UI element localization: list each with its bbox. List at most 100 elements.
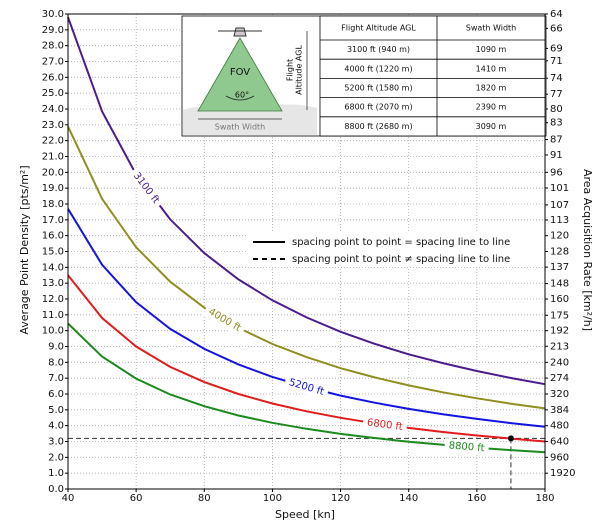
table-cell: 3090 m: [476, 122, 507, 131]
y2-tick-label: 107: [550, 200, 569, 211]
y2-tick-label: 101: [550, 183, 569, 194]
table-cell: 1090 m: [476, 45, 507, 54]
fov-triangle: [197, 37, 283, 112]
legend: spacing point to point = spacing line to…: [248, 233, 543, 267]
y-tick-label: 27.0: [42, 57, 64, 68]
y-tick-label: 19.0: [42, 183, 64, 194]
y2-tick-label: 640: [550, 437, 569, 448]
x-tick-label: 120: [331, 493, 350, 504]
y-tick-label: 23.0: [42, 120, 64, 131]
angle-label: 60°: [235, 91, 249, 100]
table-header: Swath Width: [466, 24, 517, 33]
y-tick-label: 13.0: [42, 278, 64, 289]
series-label-group: 8800 ft: [444, 438, 490, 456]
y2-tick-label: 213: [550, 341, 569, 352]
altitude-label: Altitude AGL: [295, 45, 304, 95]
y-tick-label: 14.0: [42, 262, 64, 273]
table-cell: 6800 ft (2070 m): [344, 103, 412, 112]
legend-label: spacing point to point = spacing line to…: [292, 237, 510, 248]
y-tick-label: 30.0: [42, 9, 64, 20]
axes: 0.0 1.0 2.0 3.0 4.0 5.0 6.0 7.0 8.0 9.0 10.0 11.0 12…: [42, 9, 576, 504]
y-tick-label: 10.0: [42, 326, 64, 337]
x-tick-label: 100: [263, 493, 282, 504]
y-tick-label: 6.0: [48, 389, 64, 400]
series-label-bg: [444, 438, 490, 456]
series-label: 6800 ft: [366, 417, 403, 433]
series-label-bg: [202, 302, 248, 337]
x-tick-label: 40: [62, 493, 75, 504]
y-tick-label: 4.0: [48, 421, 64, 432]
y-tick-label: 15.0: [42, 247, 64, 258]
y2-tick-label: 480: [550, 421, 569, 432]
y-tick-label: 18.0: [42, 199, 64, 210]
y2-tick-label: 87: [550, 135, 563, 146]
inset-table: Flight Altitude AGL Swath Width 3100 ft (9…: [319, 15, 546, 137]
y2-tick-label: 113: [550, 215, 569, 226]
y-tick-label: 28.0: [42, 41, 64, 52]
y2-tick-label: 320: [550, 389, 569, 400]
legend-box: [248, 233, 543, 267]
table-cell: 2390 m: [476, 103, 507, 112]
y-tick-label: 2.0: [48, 452, 64, 463]
table-frame: [319, 15, 546, 137]
y2-tick-label: 69: [550, 43, 563, 54]
y2-tick-label: 83: [550, 118, 563, 129]
inset: FOV 60° Swath Width Flight Altitude AGL …: [181, 15, 547, 137]
x-tick-label: 80: [198, 493, 211, 504]
y2-tick-label: 274: [550, 373, 569, 384]
y2-tick-label: 384: [550, 405, 569, 416]
y2-tick-label: 240: [550, 357, 569, 368]
y2-tick-label: 120: [550, 231, 569, 242]
series-line: [67, 274, 546, 443]
y-tick-label: 24.0: [42, 104, 64, 115]
table-cell: 3100 ft (940 m): [347, 45, 410, 54]
y2-tick-label: 91: [550, 150, 563, 161]
y-tick-label: 11.0: [42, 310, 64, 321]
y2-tick-label: 64: [550, 9, 563, 20]
table-cell: 4000 ft (1220 m): [344, 64, 412, 73]
series-label-bg: [127, 166, 166, 210]
series-line: [67, 125, 546, 410]
y2-tick-label: 148: [550, 279, 569, 290]
ground: [183, 104, 317, 135]
plot-frame: [67, 13, 546, 490]
y-tick-label: 12.0: [42, 294, 64, 305]
y-tick-label: 0.0: [48, 484, 64, 495]
y2-tick-label: 137: [550, 262, 569, 273]
y-tick-label: 7.0: [48, 373, 64, 384]
x-tick-label: 160: [467, 493, 486, 504]
y-tick-label: 22.0: [42, 136, 64, 147]
y-tick-label: 21.0: [42, 152, 64, 163]
reference-point: [507, 435, 514, 442]
x-tick-label: 60: [130, 493, 143, 504]
y2-axis-label: Area Acquisition Rate [km²/h]: [581, 169, 592, 331]
y2-tick-label: 66: [550, 23, 563, 34]
y2-tick-label: 960: [550, 452, 569, 463]
legend-label: spacing point to point ≠ spacing line to…: [292, 254, 510, 265]
aircraft: [218, 27, 262, 37]
y-tick-label: 17.0: [42, 215, 64, 226]
y-tick-label: 29.0: [42, 25, 64, 36]
y2-tick-label: 1920: [550, 468, 575, 479]
y-tick-label: 25.0: [42, 88, 64, 99]
y2-tick-label: 77: [550, 89, 563, 100]
table-header: Flight Altitude AGL: [341, 24, 416, 33]
fov-label: FOV: [230, 67, 250, 78]
y-tick-label: 8.0: [48, 357, 64, 368]
y-tick-label: 26.0: [42, 72, 64, 83]
swath-label: Swath Width: [215, 123, 266, 132]
y-tick-label: 3.0: [48, 437, 64, 448]
y2-tick-label: 80: [550, 104, 563, 115]
y2-tick-label: 96: [550, 167, 563, 178]
x-axis-label: Speed [kn]: [275, 508, 335, 521]
y2-tick-label: 74: [550, 73, 563, 84]
series-label: 8800 ft: [448, 440, 485, 454]
x-tick-label: 180: [535, 493, 554, 504]
table-cell: 1820 m: [476, 84, 507, 93]
y2-tick-label: 128: [550, 247, 569, 258]
series-label-bg: [283, 374, 330, 401]
y2-tick-label: 160: [550, 294, 569, 305]
series-label-bg: [362, 414, 408, 435]
y-tick-label: 1.0: [48, 468, 64, 479]
